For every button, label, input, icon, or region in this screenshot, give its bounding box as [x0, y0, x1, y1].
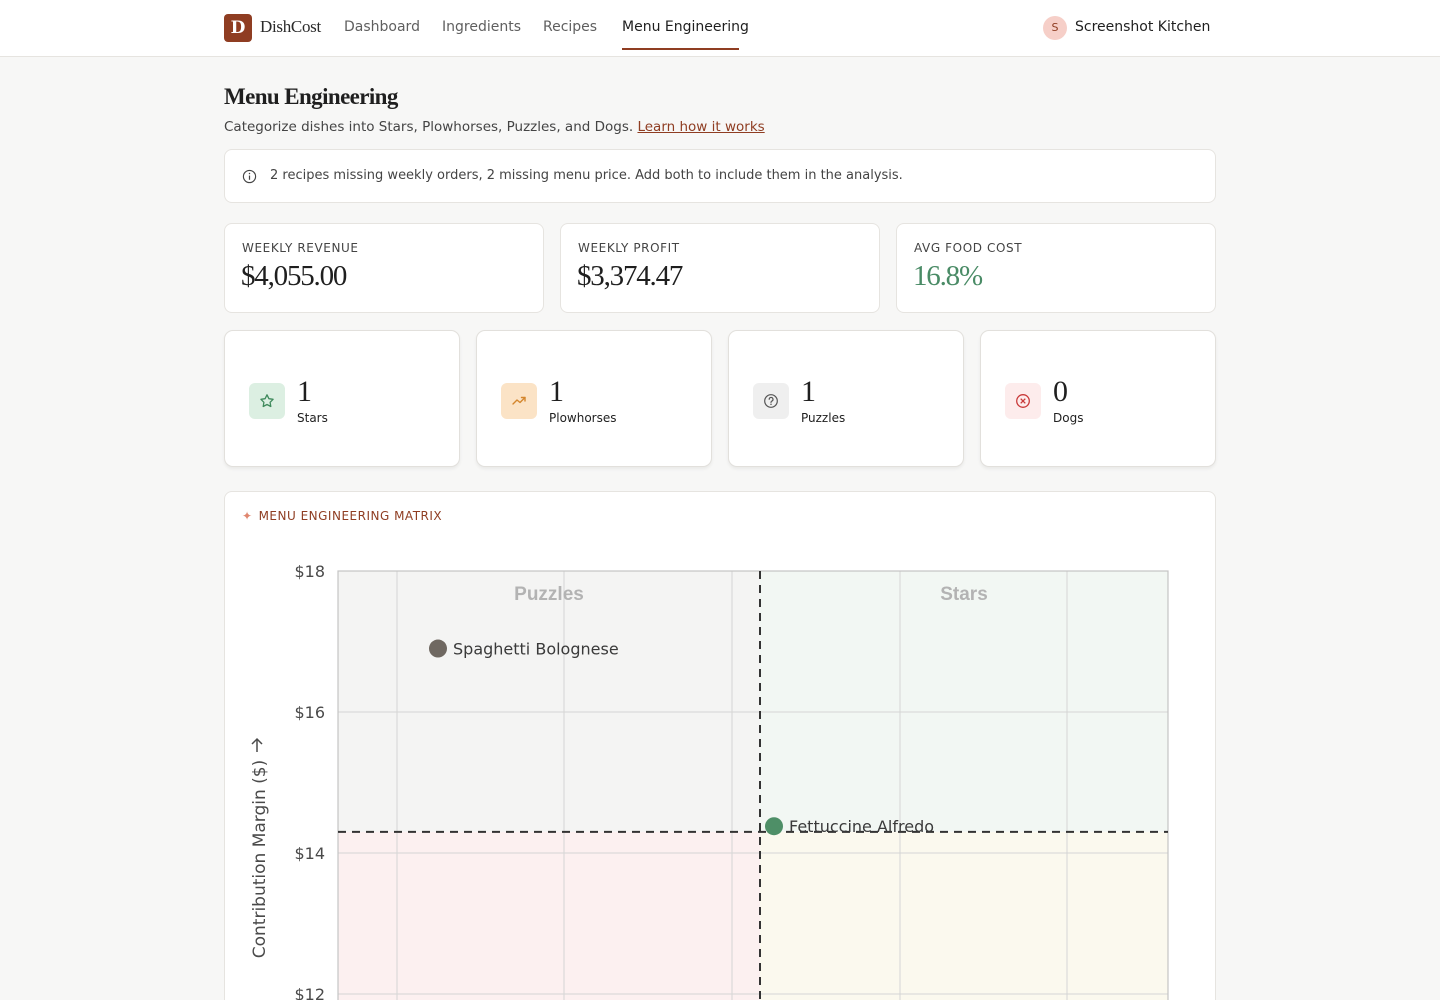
nav-dashboard[interactable]: Dashboard	[344, 19, 420, 35]
learn-how-link[interactable]: Learn how it works	[637, 119, 765, 135]
category-count: 0	[1053, 375, 1068, 408]
logo-text[interactable]: DishCost	[260, 17, 321, 36]
matrix-title-text: MENU ENGINEERING MATRIX	[258, 509, 443, 523]
y-tick-label: $18	[294, 562, 325, 581]
plot-border	[337, 570, 1169, 1000]
stat-value: 16.8%	[913, 260, 983, 292]
category-label: Stars	[297, 411, 328, 425]
category-card-dogs[interactable]: 0 Dogs	[980, 330, 1216, 467]
trending-up-icon	[501, 383, 537, 419]
kitchen-name[interactable]: Screenshot Kitchen	[1075, 19, 1211, 35]
category-label: Dogs	[1053, 411, 1084, 425]
category-card-stars[interactable]: 1 Stars	[224, 330, 460, 467]
page-title: Menu Engineering	[224, 84, 398, 109]
category-count: 1	[801, 375, 816, 408]
category-count: 1	[297, 375, 312, 408]
category-label: Plowhorses	[549, 411, 617, 425]
stat-label: WEEKLY REVENUE	[242, 241, 359, 255]
y-tick-label: $12	[294, 985, 325, 1000]
y-axis-arrow-icon	[251, 737, 263, 745]
y-tick-label: $14	[294, 844, 325, 863]
subtitle-text: Categorize dishes into Stars, Plowhorses…	[224, 119, 634, 135]
avatar[interactable]: S	[1043, 16, 1067, 40]
star-icon	[249, 383, 285, 419]
nav-recipes[interactable]: Recipes	[543, 19, 598, 35]
matrix-title: ✦ MENU ENGINEERING MATRIX	[242, 509, 442, 523]
stat-value: $3,374.47	[577, 260, 683, 292]
top-navigation-bar: D DishCost Dashboard Ingredients Recipes…	[0, 0, 1440, 57]
quadrant-plowhorses	[760, 831, 1168, 1000]
category-card-puzzles[interactable]: 1 Puzzles	[728, 330, 964, 467]
data-point	[429, 639, 447, 658]
quadrant-dogs	[338, 831, 760, 1000]
stat-weekly-revenue: WEEKLY REVENUE $4,055.00	[224, 223, 544, 313]
stat-avg-food-cost: AVG FOOD COST 16.8%	[896, 223, 1216, 313]
active-nav-indicator	[622, 48, 739, 50]
nav-menu-engineering[interactable]: Menu Engineering	[622, 19, 749, 35]
stat-label: WEEKLY PROFIT	[578, 241, 680, 255]
nav-ingredients[interactable]: Ingredients	[442, 19, 521, 35]
notice-text: 2 recipes missing weekly orders, 2 missi…	[270, 168, 903, 183]
info-icon	[242, 169, 257, 184]
matrix-chart[interactable]: $18 $16 $14 $12 Puzzles Stars Spaghetti Bologn…	[225, 532, 1217, 1000]
quadrant-stars	[760, 571, 1168, 832]
menu-engineering-matrix-card: ✦ MENU ENGINEERING MATRIX $18 $16 $14 $12 Puz…	[224, 491, 1216, 1000]
stat-value: $4,055.00	[241, 260, 347, 292]
data-point-label: Spaghetti Bolognese	[453, 640, 619, 659]
stat-label: AVG FOOD COST	[914, 241, 1023, 255]
logo-icon[interactable]: D	[224, 14, 252, 42]
sparkle-icon: ✦	[242, 509, 253, 523]
page-subtitle: Categorize dishes into Stars, Plowhorses…	[224, 119, 765, 135]
y-tick-label: $16	[294, 703, 325, 722]
missing-data-notice: 2 recipes missing weekly orders, 2 missi…	[224, 149, 1216, 203]
category-card-plowhorses[interactable]: 1 Plowhorses	[476, 330, 712, 467]
y-axis-label: Contribution Margin ($)	[250, 760, 270, 959]
data-point-label: Fettuccine Alfredo	[789, 817, 934, 836]
quadrant-label-stars: Stars	[940, 584, 988, 605]
data-point	[765, 817, 783, 836]
category-label: Puzzles	[801, 411, 846, 425]
x-circle-icon	[1005, 383, 1041, 419]
quadrant-label-puzzles: Puzzles	[514, 584, 584, 605]
category-count: 1	[549, 375, 564, 408]
stat-weekly-profit: WEEKLY PROFIT $3,374.47	[560, 223, 880, 313]
quadrant-puzzles	[338, 571, 760, 832]
question-icon	[753, 383, 789, 419]
